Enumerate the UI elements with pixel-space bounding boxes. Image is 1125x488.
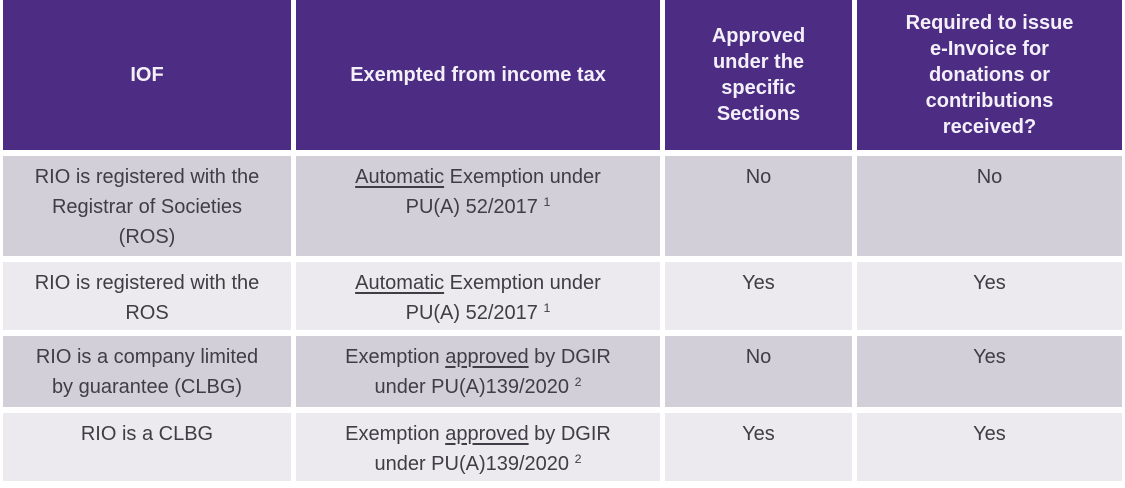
cell-iof: RIO is a CLBG	[3, 413, 291, 481]
cell-iof: RIO is registered with the ROS	[3, 262, 291, 330]
table-header-row: IOF Exempted from income tax Approved un…	[3, 0, 1122, 150]
table-row: RIO is registered with the ROS Automatic…	[3, 262, 1122, 330]
cell-einvoice: Yes	[857, 262, 1122, 330]
cell-exemption: Exemption approved by DGIR under PU(A)13…	[296, 413, 660, 481]
cell-iof: RIO is registered with the Registrar of …	[3, 156, 291, 256]
cell-exemption: Exemption approved by DGIR under PU(A)13…	[296, 336, 660, 407]
header-cell-exemption: Exempted from income tax	[296, 0, 660, 150]
table-row: RIO is a company limited by guarantee (C…	[3, 336, 1122, 407]
cell-approved: No	[665, 156, 852, 256]
cell-approved: No	[665, 336, 852, 407]
cell-einvoice: Yes	[857, 336, 1122, 407]
cell-approved: Yes	[665, 262, 852, 330]
header-cell-einvoice-required: Required to issue e-Invoice for donation…	[857, 0, 1122, 150]
cell-iof: RIO is a company limited by guarantee (C…	[3, 336, 291, 407]
cell-exemption: Automatic Exemption under PU(A) 52/2017 …	[296, 262, 660, 330]
table-row: RIO is a CLBG Exemption approved by DGIR…	[3, 413, 1122, 481]
cell-approved: Yes	[665, 413, 852, 481]
table-row: RIO is registered with the Registrar of …	[3, 156, 1122, 256]
header-cell-approved-sections: Approved under the specific Sections	[665, 0, 852, 150]
header-cell-iof: IOF	[3, 0, 291, 150]
cell-exemption: Automatic Exemption under PU(A) 52/2017 …	[296, 156, 660, 256]
cell-einvoice: No	[857, 156, 1122, 256]
cell-einvoice: Yes	[857, 413, 1122, 481]
